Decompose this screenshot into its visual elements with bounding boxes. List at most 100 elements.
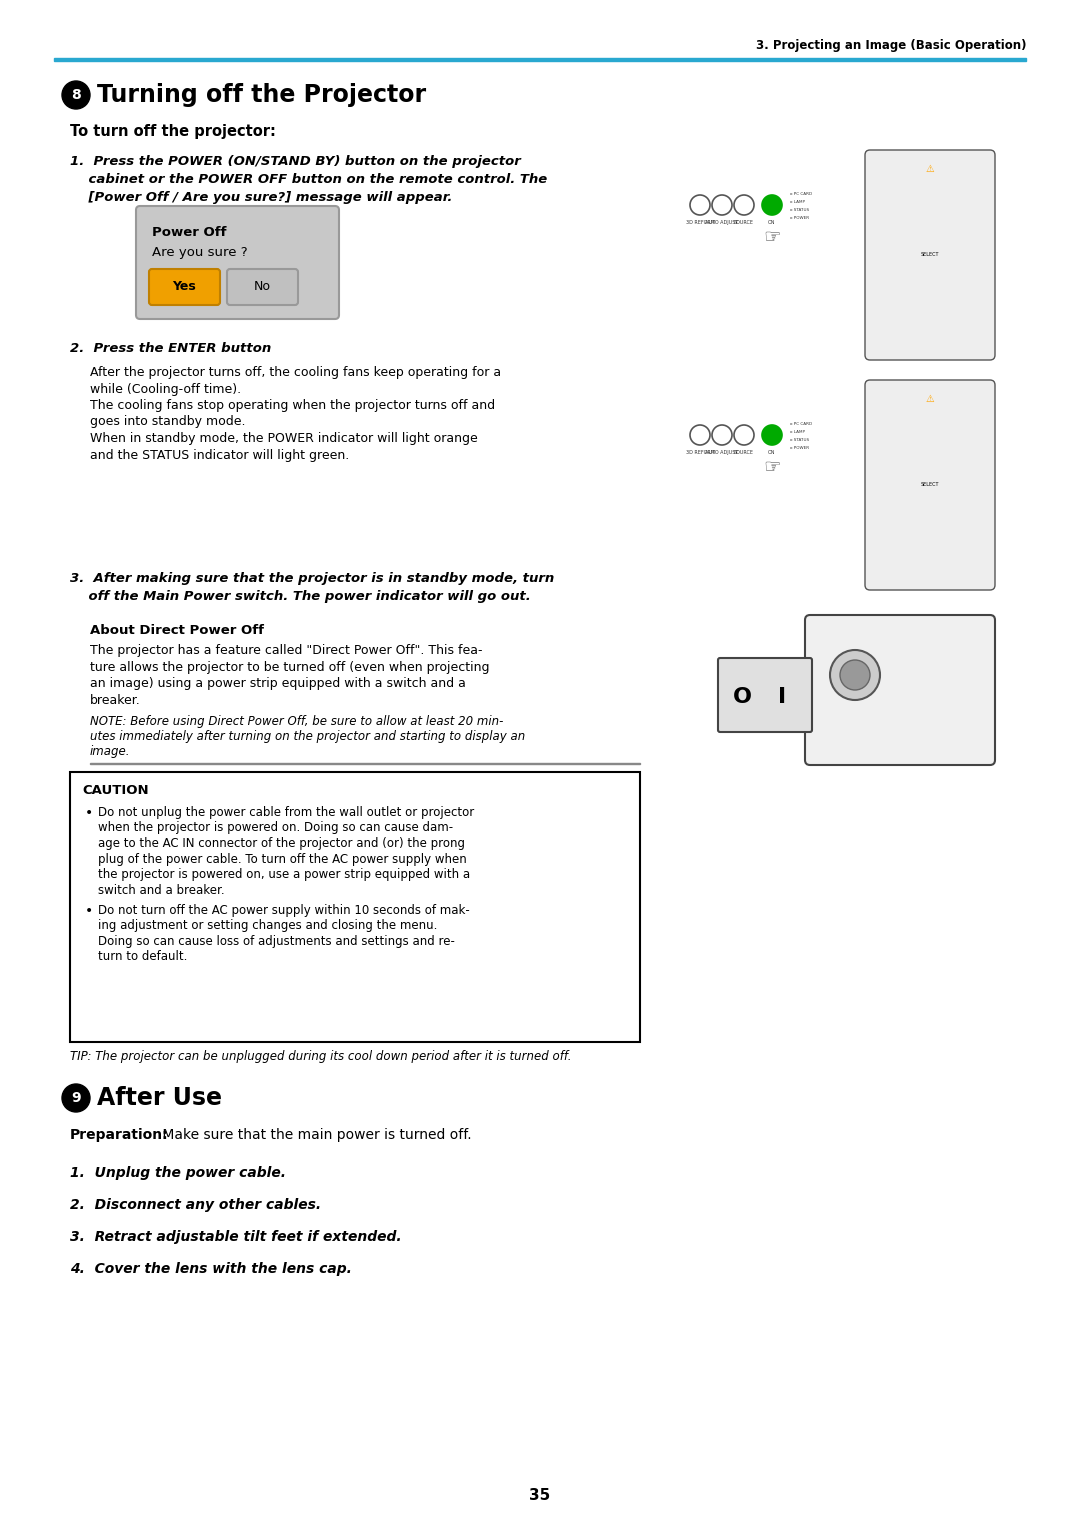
Text: 2.  Disconnect any other cables.: 2. Disconnect any other cables.	[70, 1198, 321, 1212]
Text: and the STATUS indicator will light green.: and the STATUS indicator will light gree…	[90, 448, 349, 462]
Bar	[54, 58, 1026, 61]
Circle shape	[937, 247, 953, 264]
Bar	[878, 393, 982, 405]
Text: turn to default.: turn to default.	[98, 951, 187, 963]
Text: When in standby mode, the POWER indicator will light orange: When in standby mode, the POWER indicato…	[90, 431, 477, 445]
Circle shape	[937, 683, 943, 687]
Text: image.: image.	[90, 745, 131, 757]
Text: o PC CARD: o PC CARD	[789, 192, 812, 197]
Text: o POWER: o POWER	[789, 447, 809, 450]
Circle shape	[922, 462, 939, 479]
Text: o PC CARD: o PC CARD	[789, 422, 812, 427]
Text: Preparation:: Preparation:	[70, 1128, 168, 1141]
Text: ture allows the projector to be turned off (even when projecting: ture allows the projector to be turned o…	[90, 660, 489, 674]
Text: To turn off the projector:: To turn off the projector:	[70, 123, 275, 139]
Circle shape	[937, 477, 953, 492]
Text: age to the AC IN connector of the projector and (or) the prong: age to the AC IN connector of the projec…	[98, 837, 465, 850]
FancyBboxPatch shape	[149, 270, 220, 305]
Circle shape	[762, 425, 782, 445]
Text: Doing so can cause loss of adjustments and settings and re-: Doing so can cause loss of adjustments a…	[98, 936, 455, 948]
Text: O: O	[732, 687, 752, 707]
Text: 8: 8	[71, 88, 81, 102]
Text: AUTO ADJUST: AUTO ADJUST	[705, 219, 739, 226]
Text: ON: ON	[768, 450, 775, 456]
Text: o POWER: o POWER	[789, 216, 809, 219]
Circle shape	[840, 660, 870, 690]
Text: •: •	[85, 806, 93, 820]
Text: The cooling fans stop operating when the projector turns off and: The cooling fans stop operating when the…	[90, 399, 495, 411]
Text: The projector has a feature called "Direct Power Off". This fea-: The projector has a feature called "Dire…	[90, 645, 483, 657]
Text: 35: 35	[529, 1487, 551, 1503]
Text: o STATUS: o STATUS	[789, 207, 809, 212]
Text: while (Cooling-off time).: while (Cooling-off time).	[90, 383, 241, 396]
Text: SOURCE: SOURCE	[734, 219, 754, 226]
Circle shape	[922, 232, 939, 248]
Text: •: •	[85, 904, 93, 917]
Text: o LAMP: o LAMP	[789, 200, 805, 204]
Text: SELECT: SELECT	[921, 253, 940, 258]
Text: Do not unplug the power cable from the wall outlet or projector: Do not unplug the power cable from the w…	[98, 806, 474, 818]
Text: o STATUS: o STATUS	[789, 437, 809, 442]
Text: breaker.: breaker.	[90, 693, 140, 707]
Text: CAUTION: CAUTION	[82, 783, 149, 797]
Text: switch and a breaker.: switch and a breaker.	[98, 884, 225, 896]
Text: 2.  Press the ENTER button: 2. Press the ENTER button	[70, 341, 271, 355]
Circle shape	[62, 1084, 90, 1113]
Text: Turning off the Projector: Turning off the Projector	[97, 82, 427, 107]
FancyBboxPatch shape	[865, 379, 995, 590]
Bar	[878, 163, 982, 175]
Text: 3D REFORM: 3D REFORM	[686, 450, 715, 456]
Text: NOTE: Before using Direct Power Off, be sure to allow at least 20 min-: NOTE: Before using Direct Power Off, be …	[90, 715, 503, 728]
Circle shape	[62, 81, 90, 110]
Text: After Use: After Use	[97, 1087, 222, 1109]
Circle shape	[831, 651, 880, 700]
Text: Make sure that the main power is turned off.: Make sure that the main power is turned …	[158, 1128, 472, 1141]
FancyBboxPatch shape	[136, 206, 339, 319]
FancyBboxPatch shape	[879, 283, 901, 299]
Bar	[70, 773, 640, 1042]
Text: Power Off: Power Off	[152, 226, 227, 239]
Text: 3.  Retract adjustable tilt feet if extended.: 3. Retract adjustable tilt feet if exten…	[70, 1230, 402, 1244]
Text: utes immediately after turning on the projector and starting to display an: utes immediately after turning on the pr…	[90, 730, 525, 744]
Circle shape	[762, 195, 782, 215]
Text: 3D REFORM: 3D REFORM	[686, 219, 715, 226]
Circle shape	[937, 652, 943, 658]
Text: off the Main Power switch. The power indicator will go out.: off the Main Power switch. The power ind…	[70, 590, 530, 604]
Circle shape	[920, 245, 940, 265]
Text: o LAMP: o LAMP	[789, 430, 805, 434]
Text: [Power Off / Are you sure?] message will appear.: [Power Off / Are you sure?] message will…	[70, 190, 453, 204]
Text: goes into standby mode.: goes into standby mode.	[90, 416, 245, 428]
Text: ⚠: ⚠	[926, 165, 934, 174]
Text: ☞: ☞	[764, 459, 781, 477]
Text: ⚠: ⚠	[926, 395, 934, 404]
Circle shape	[920, 475, 940, 495]
Text: Yes: Yes	[172, 280, 195, 294]
Text: ☞: ☞	[764, 229, 781, 247]
Text: Do not turn off the AC power supply within 10 seconds of mak-: Do not turn off the AC power supply with…	[98, 904, 470, 917]
Text: Are you sure ?: Are you sure ?	[152, 245, 247, 259]
Text: an image) using a power strip equipped with a switch and a: an image) using a power strip equipped w…	[90, 677, 465, 690]
Text: ing adjustment or setting changes and closing the menu.: ing adjustment or setting changes and cl…	[98, 919, 437, 933]
Text: 1.  Unplug the power cable.: 1. Unplug the power cable.	[70, 1166, 286, 1180]
Circle shape	[922, 492, 939, 507]
Text: After the projector turns off, the cooling fans keep operating for a: After the projector turns off, the cooli…	[90, 366, 501, 379]
Text: when the projector is powered on. Doing so can cause dam-: when the projector is powered on. Doing …	[98, 821, 454, 835]
Text: SOURCE: SOURCE	[734, 450, 754, 456]
FancyBboxPatch shape	[718, 658, 812, 732]
Text: 3. Projecting an Image (Basic Operation): 3. Projecting an Image (Basic Operation)	[756, 40, 1026, 52]
Text: AUTO ADJUST: AUTO ADJUST	[705, 450, 739, 456]
Text: 4.  Cover the lens with the lens cap.: 4. Cover the lens with the lens cap.	[70, 1262, 352, 1276]
Text: plug of the power cable. To turn off the AC power supply when: plug of the power cable. To turn off the…	[98, 852, 467, 866]
FancyBboxPatch shape	[227, 270, 298, 305]
FancyBboxPatch shape	[879, 514, 901, 527]
Text: ON: ON	[768, 219, 775, 226]
Circle shape	[907, 477, 923, 492]
Text: 3.  After making sure that the projector is in standby mode, turn: 3. After making sure that the projector …	[70, 572, 554, 585]
FancyBboxPatch shape	[805, 616, 995, 765]
Text: 9: 9	[71, 1091, 81, 1105]
Text: cabinet or the POWER OFF button on the remote control. The: cabinet or the POWER OFF button on the r…	[70, 174, 548, 186]
FancyBboxPatch shape	[904, 514, 926, 527]
Circle shape	[907, 247, 923, 264]
Text: the projector is powered on, use a power strip equipped with a: the projector is powered on, use a power…	[98, 869, 470, 881]
Text: 1.  Press the POWER (ON/STAND BY) button on the projector: 1. Press the POWER (ON/STAND BY) button …	[70, 155, 521, 168]
